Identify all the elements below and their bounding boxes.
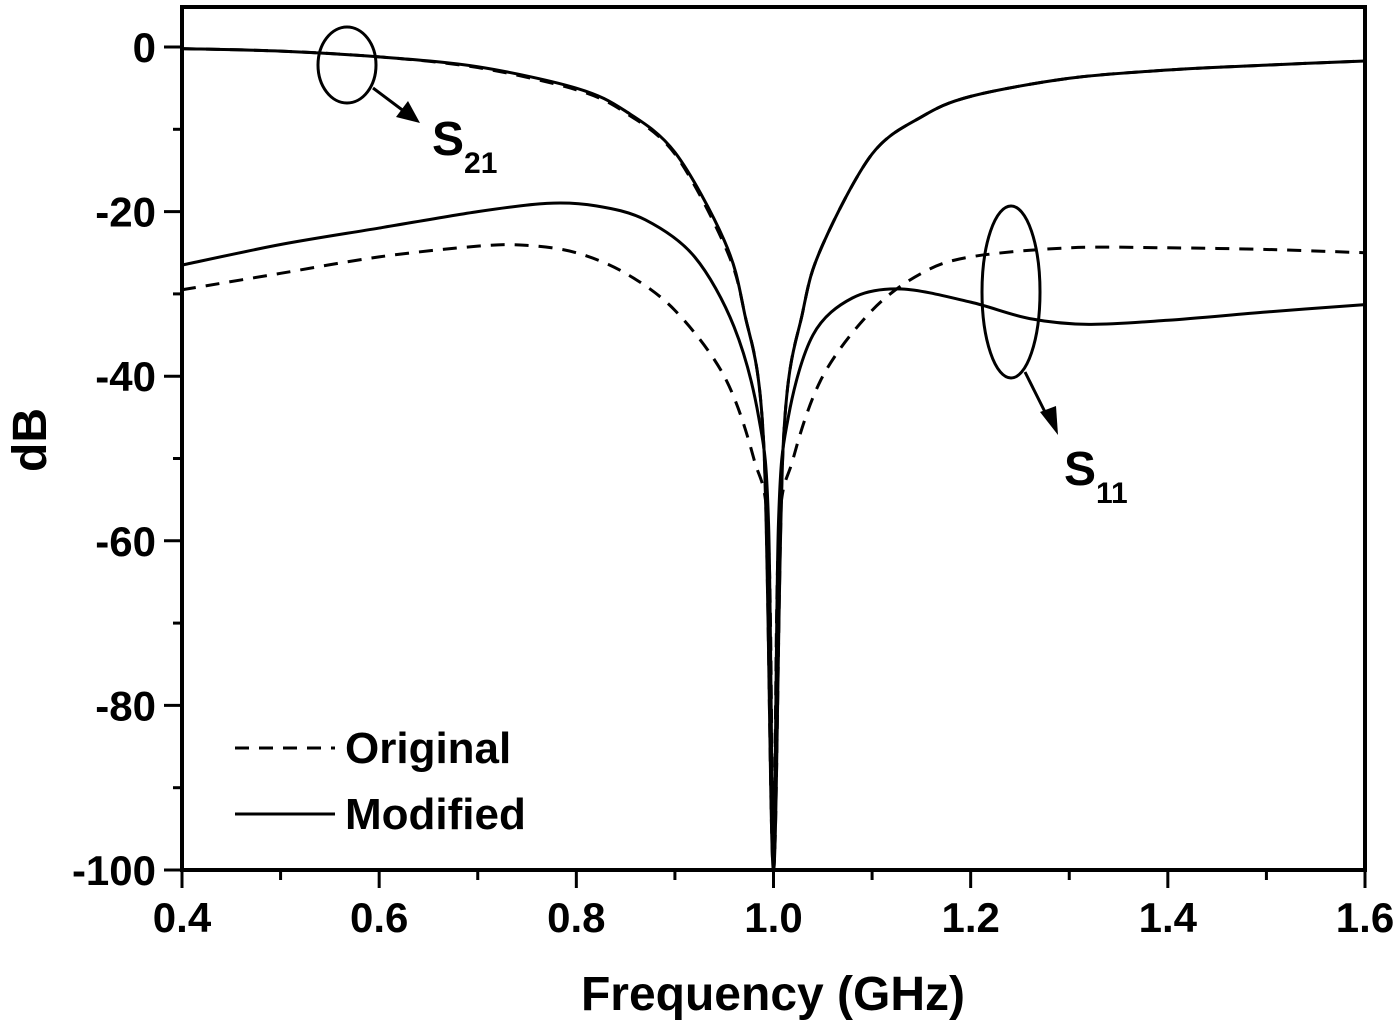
s21-arrow-line bbox=[372, 86, 406, 114]
s11-ellipse bbox=[980, 204, 1042, 380]
x-tick-label: 1.4 bbox=[1139, 894, 1198, 941]
x-tick-label: 0.4 bbox=[153, 894, 212, 941]
x-tick-label: 1.2 bbox=[941, 894, 999, 941]
legend-modified-label: Modified bbox=[345, 790, 526, 839]
s21-ellipse bbox=[316, 25, 378, 105]
x-axis-ticks: 0.4 0.6 0.8 1.0 1.2 1.4 1.6 bbox=[153, 870, 1394, 941]
plot-curves bbox=[181, 47, 1366, 872]
curve-s11-modified bbox=[181, 201, 1366, 872]
y-axis-label: dB bbox=[4, 408, 57, 472]
legend-original-label: Original bbox=[345, 724, 511, 773]
x-axis-label: Frequency (GHz) bbox=[581, 968, 965, 1021]
y-tick-label: -60 bbox=[95, 518, 156, 565]
y-tick-label: -20 bbox=[95, 189, 156, 236]
s11-arrow-head bbox=[1040, 406, 1058, 435]
s11-label: S11 bbox=[1064, 443, 1128, 510]
y-tick-label: -80 bbox=[95, 682, 156, 729]
x-tick-label: 1.0 bbox=[744, 894, 802, 941]
y-tick-label: -40 bbox=[95, 353, 156, 400]
s21-label: S21 bbox=[432, 113, 497, 180]
y-tick-label: -100 bbox=[72, 847, 156, 894]
y-axis-ticks: 0 -20 -40 -60 -80 -100 bbox=[72, 24, 182, 894]
s21-arrow-head bbox=[396, 101, 420, 123]
legend: Original Modified bbox=[235, 724, 526, 839]
x-tick-label: 0.6 bbox=[350, 894, 408, 941]
x-tick-label: 0.8 bbox=[547, 894, 605, 941]
x-tick-label: 1.6 bbox=[1336, 894, 1394, 941]
y-tick-label: 0 bbox=[133, 24, 156, 71]
curve-s11-original bbox=[181, 243, 1366, 872]
s11-arrow-line bbox=[1023, 371, 1050, 419]
